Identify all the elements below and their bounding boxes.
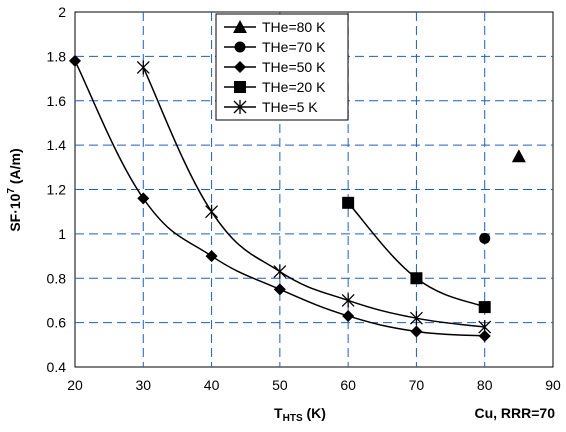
data-point-diamond [478, 329, 491, 342]
data-point-square [478, 301, 491, 314]
data-point-diamond [410, 325, 423, 338]
data-point-asterisk [409, 311, 423, 326]
x-tick-label: 60 [340, 377, 356, 393]
y-tick-label: 0.6 [47, 315, 67, 331]
data-point-square [410, 272, 423, 285]
legend-label: THe=70 K [262, 39, 326, 55]
x-tick-label: 40 [204, 377, 220, 393]
legend-marker-square [234, 81, 246, 93]
x-tick-label: 80 [477, 377, 493, 393]
data-point-asterisk [341, 293, 355, 308]
legend-marker-triangle [233, 20, 247, 33]
x-tick-label: 30 [135, 377, 151, 393]
y-tick-label: 0.8 [47, 270, 67, 286]
data-point-asterisk [478, 320, 492, 335]
y-axis-label: SF·107 (A/m) [6, 148, 23, 231]
y-tick-label: 1.8 [47, 48, 67, 64]
x-axis-label: THTS (K) [274, 405, 326, 424]
x-tick-label: 90 [545, 377, 561, 393]
data-point-diamond [69, 54, 81, 67]
data-point-circle [479, 232, 491, 244]
legend-label: THe=5 K [262, 99, 318, 115]
x-tick-label: 50 [272, 377, 288, 393]
x-tick-labels: 20 30 40 50 60 70 80 90 [67, 377, 561, 393]
legend-label: THe=50 K [262, 59, 326, 75]
legend-label: THe=80 K [262, 19, 326, 35]
data-point-diamond [342, 309, 355, 322]
data-point-diamond [273, 283, 286, 296]
legend: THe=80 K THe=70 K THe=50 K THe=20 K THe=5 K [215, 13, 349, 121]
data-point-asterisk [136, 60, 150, 75]
y-tick-label: 2 [58, 4, 66, 20]
y-tick-label: 1.2 [47, 182, 67, 198]
y-tick-label: 1 [58, 226, 66, 242]
x-tick-label: 70 [409, 377, 425, 393]
annotation-label: Cu, RRR=70 [474, 405, 555, 421]
data-point-asterisk [273, 264, 287, 279]
series-markers [69, 54, 526, 342]
y-tick-label: 0.4 [47, 359, 67, 375]
y-tick-label: 1.4 [47, 137, 67, 153]
y-tick-label: 1.6 [47, 93, 67, 109]
y-tick-labels: 0.4 0.6 0.8 1 1.2 1.4 1.6 1.8 2 [47, 4, 67, 375]
data-point-triangle [511, 149, 526, 163]
legend-marker-asterisk [233, 100, 247, 114]
x-tick-label: 20 [67, 377, 83, 393]
data-point-diamond [137, 192, 150, 205]
data-point-square [342, 196, 355, 209]
legend-marker-circle [234, 41, 246, 53]
data-point-diamond [205, 250, 218, 263]
legend-marker-diamond [234, 61, 246, 73]
data-point-asterisk [205, 204, 219, 219]
legend-label: THe=20 K [262, 79, 326, 95]
